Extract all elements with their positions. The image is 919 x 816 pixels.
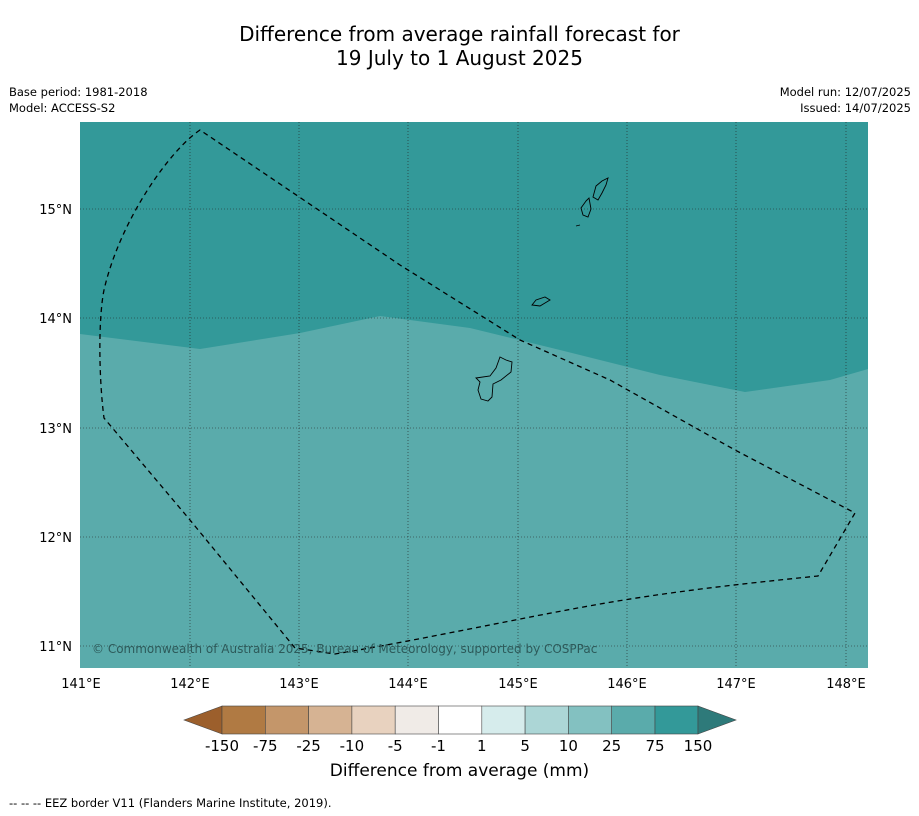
colorbar-low-extension xyxy=(183,705,223,735)
eez-footnote: -- -- -- EEZ border V11 (Flanders Marine… xyxy=(9,796,332,810)
colorbar-tick-5: -5 xyxy=(388,737,403,755)
title-line-2: 19 July to 1 August 2025 xyxy=(336,46,583,70)
lon-tick-145: 145°E xyxy=(498,677,538,692)
meta-left: Base period: 1981-2018 Model: ACCESS-S2 xyxy=(9,84,148,116)
base-period-label: Base period: 1981-2018 xyxy=(9,85,148,99)
lon-tick-144: 144°E xyxy=(388,677,428,692)
chart-title: Difference from average rainfall forecas… xyxy=(0,22,919,70)
lon-tick-142: 142°E xyxy=(170,677,210,692)
map-area: © Commonwealth of Australia 2025, Bureau… xyxy=(80,122,868,668)
rain-zone-25-to-75 xyxy=(80,316,868,668)
colorbar-bin-2 xyxy=(264,705,309,735)
colorbar-bin-10 xyxy=(611,705,656,735)
colorbar-tick-10: 25 xyxy=(602,737,621,755)
model-label: Model: ACCESS-S2 xyxy=(9,101,116,115)
colorbar: -150 -75 -25 -10 -5 -1 1 5 10 25 75 150 xyxy=(183,705,737,755)
title-line-1: Difference from average rainfall forecas… xyxy=(239,22,680,46)
colorbar-bin-9 xyxy=(568,705,613,735)
colorbar-tick-3: -25 xyxy=(296,737,321,755)
lon-tick-143: 143°E xyxy=(279,677,319,692)
colorbar-tick-6: -1 xyxy=(431,737,446,755)
colorbar-caption: Difference from average (mm) xyxy=(329,761,590,781)
island-aguijan xyxy=(575,224,581,227)
model-run-label: Model run: 12/07/2025 xyxy=(779,85,911,99)
colorbar-bin-5 xyxy=(394,705,439,735)
meta-right: Model run: 12/07/2025 Issued: 14/07/2025 xyxy=(780,84,911,116)
colorbar-bin-11 xyxy=(654,705,699,735)
colorbar-bin-8 xyxy=(524,705,569,735)
axis-tick-labels: 141°E 142°E 143°E 144°E 145°E 146°E 147°… xyxy=(39,203,866,692)
colorbar-tick-12: 150 xyxy=(684,737,713,755)
copyright-notice: © Commonwealth of Australia 2025, Bureau… xyxy=(92,642,597,656)
eez-border xyxy=(99,129,856,655)
lon-tick-141: 141°E xyxy=(61,677,101,692)
issued-label: Issued: 14/07/2025 xyxy=(800,101,911,115)
colorbar-tick-8: 5 xyxy=(520,737,530,755)
islands xyxy=(475,177,609,402)
colorbar-bin-7 xyxy=(481,705,526,735)
graticule xyxy=(80,122,868,668)
lat-tick-14: 14°N xyxy=(39,312,72,327)
colorbar-bin-1 xyxy=(221,705,266,735)
lon-tick-148: 148°E xyxy=(826,677,866,692)
lon-tick-147: 147°E xyxy=(716,677,756,692)
lat-tick-12: 12°N xyxy=(39,531,72,546)
colorbar-tick-7: 1 xyxy=(477,737,487,755)
colorbar-tick-11: 75 xyxy=(645,737,664,755)
colorbar-tick-9: 10 xyxy=(559,737,578,755)
colorbar-bin-3 xyxy=(308,705,353,735)
island-saipan xyxy=(592,177,609,201)
lon-tick-146: 146°E xyxy=(607,677,647,692)
island-guam xyxy=(475,356,513,402)
colorbar-tick-2: -75 xyxy=(253,737,278,755)
lat-tick-13: 13°N xyxy=(39,422,72,437)
colorbar-bin-4 xyxy=(351,705,396,735)
colorbar-bin-6 xyxy=(438,705,483,735)
colorbar-high-extension xyxy=(697,705,737,735)
colorbar-tick-1: -150 xyxy=(205,737,239,755)
island-tinian xyxy=(580,197,592,218)
lat-tick-11: 11°N xyxy=(39,640,72,655)
colorbar-tick-4: -10 xyxy=(340,737,365,755)
lat-tick-15: 15°N xyxy=(39,203,72,218)
island-rota xyxy=(531,296,551,307)
